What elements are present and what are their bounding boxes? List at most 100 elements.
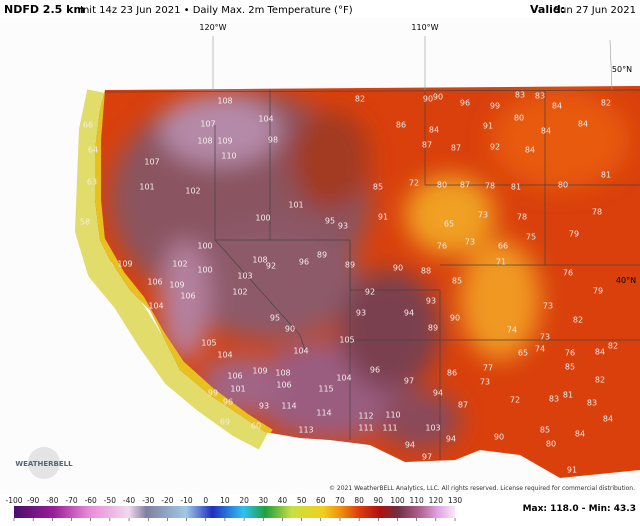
temperature-label: 78 xyxy=(592,208,602,217)
temperature-label: 89 xyxy=(345,261,355,270)
temperature-label: 109 xyxy=(117,260,132,269)
temperature-label: 82 xyxy=(595,376,605,385)
logo: WEATHERBELL xyxy=(15,460,73,468)
temperature-label: 90 xyxy=(494,433,504,442)
temperature-label: 96 xyxy=(223,398,233,407)
temperature-label: 78 xyxy=(517,213,527,222)
temperature-label: 86 xyxy=(396,121,406,130)
temperature-label: 66 xyxy=(498,242,508,251)
temperature-label: 65 xyxy=(444,220,454,229)
temperature-label: 84 xyxy=(429,126,439,135)
temperature-label: 108 xyxy=(217,97,232,106)
temperature-labels: 66 64 63 58 108 107 108 109 110 104 98 107 101 102 100… xyxy=(80,91,618,475)
temperature-label: 91 xyxy=(378,213,388,222)
colorbar-tick-label: 50 xyxy=(297,496,307,505)
temperature-label: 109 xyxy=(169,281,184,290)
temperature-label: 84 xyxy=(603,415,613,424)
colorbar-tick-label: -100 xyxy=(5,496,22,505)
longitude-label: 110°W xyxy=(411,23,438,32)
temperature-label: 102 xyxy=(185,187,200,196)
temperature-label: 101 xyxy=(139,183,154,192)
temperature-label: 93 xyxy=(338,222,348,231)
latitude-label: 40°N xyxy=(616,276,636,285)
colorbar-tick-label: 80 xyxy=(354,496,364,505)
temperature-label: 73 xyxy=(480,378,490,387)
temperature-label: 80 xyxy=(546,440,556,449)
temperature-label: 73 xyxy=(478,211,488,220)
temperature-label: 104 xyxy=(293,347,308,356)
temperature-label: 94 xyxy=(433,389,443,398)
temperature-field xyxy=(95,86,640,478)
colorbar-tick-label: 70 xyxy=(335,496,345,505)
temperature-label: 73 xyxy=(543,302,553,311)
graticule xyxy=(212,36,613,91)
temperature-label: 84 xyxy=(595,348,605,357)
header-bar xyxy=(0,0,640,18)
temperature-label: 80 xyxy=(437,181,447,190)
valid-label: Valid: xyxy=(530,3,565,16)
temperature-label: 87 xyxy=(422,141,432,150)
colorbar-tick-label: -40 xyxy=(123,496,135,505)
temperature-label: 87 xyxy=(460,181,470,190)
temperature-label: 78 xyxy=(485,182,495,191)
temperature-label: 93 xyxy=(426,297,436,306)
temperature-label: 73 xyxy=(465,238,475,247)
temperature-label: 80 xyxy=(558,181,568,190)
temperature-label: 84 xyxy=(525,146,535,155)
temperature-label: 76 xyxy=(565,349,575,358)
temperature-label: 91 xyxy=(483,122,493,131)
offshore-band xyxy=(75,89,271,450)
colorbar-ticks: -100 -90 -80 -70 -60 -50 -40 -30 -20 -10 0 10 20 30 40… xyxy=(5,496,462,521)
temperature-label: 97 xyxy=(404,377,414,386)
temperature-label: 85 xyxy=(565,363,575,372)
temperature-label: 90 xyxy=(285,325,295,334)
temperature-label: 96 xyxy=(370,366,380,375)
temperature-label: 87 xyxy=(458,401,468,410)
temperature-label: 99 xyxy=(490,102,500,111)
temperature-label: 65 xyxy=(518,349,528,358)
colorbar-tick-label: -80 xyxy=(46,496,58,505)
colorbar-tick-label: 100 xyxy=(390,496,405,505)
temperature-label: 84 xyxy=(552,102,562,111)
borders xyxy=(104,89,640,460)
temperature-label: 109 xyxy=(217,137,232,146)
temperature-label: 86 xyxy=(447,369,457,378)
temperature-label: 114 xyxy=(316,409,331,418)
colorbar-tick-label: -20 xyxy=(161,496,173,505)
temperature-label: 76 xyxy=(437,242,447,251)
temperature-label: 108 xyxy=(197,137,212,146)
colorbar-tick-label: 10 xyxy=(220,496,230,505)
temperature-label: 103 xyxy=(425,424,440,433)
colorbar-tick-label: -90 xyxy=(27,496,39,505)
temperature-label: 93 xyxy=(356,309,366,318)
colorbar-tick-label: 40 xyxy=(278,496,288,505)
temperature-label: 79 xyxy=(569,230,579,239)
temperature-label: 81 xyxy=(601,171,611,180)
temperature-label: 74 xyxy=(507,326,517,335)
temperature-label: 105 xyxy=(339,336,354,345)
temperature-label: 64 xyxy=(88,146,98,155)
temperature-label: 83 xyxy=(549,395,559,404)
temperature-label: 66 xyxy=(83,121,93,130)
temperature-label: 91 xyxy=(567,466,577,475)
temperature-label: 99 xyxy=(208,389,218,398)
temperature-label: 92 xyxy=(490,143,500,152)
temperature-label: 77 xyxy=(483,364,493,373)
temperature-label: 111 xyxy=(382,424,397,433)
colorbar-tick-label: 110 xyxy=(409,496,424,505)
temperature-label: 83 xyxy=(587,399,597,408)
temperature-label: 104 xyxy=(148,302,163,311)
temperature-label: 104 xyxy=(336,374,351,383)
colorbar-tick-label: 0 xyxy=(203,496,208,505)
temperature-label: 82 xyxy=(355,95,365,104)
model-name: NDFD 2.5 km xyxy=(4,3,85,16)
temperature-label: 94 xyxy=(404,309,414,318)
temperature-label: 81 xyxy=(511,183,521,192)
temperature-label: 95 xyxy=(325,217,335,226)
temperature-label: 103 xyxy=(237,272,252,281)
temperature-label: 75 xyxy=(526,233,536,242)
temperature-label: 84 xyxy=(575,430,585,439)
temperature-label: 72 xyxy=(409,179,419,188)
